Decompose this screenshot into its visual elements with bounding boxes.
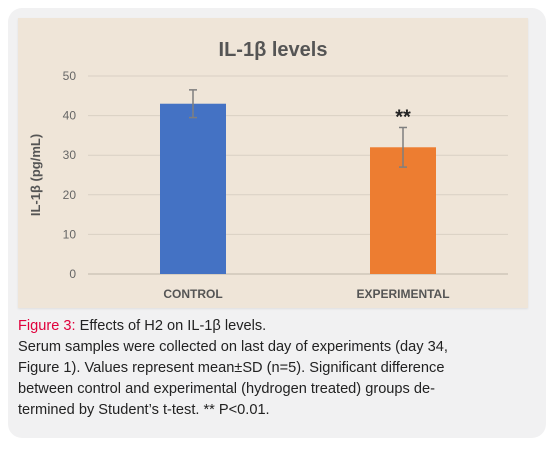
chart-panel: IL-1β levels IL-1β (pg/mL) 0 10 20 30 40 50 CONT…	[18, 18, 528, 308]
y-tick-label-30: 30	[63, 148, 77, 162]
caption-line-4: between control and experimental (hydrog…	[18, 381, 435, 397]
y-tick-label-40: 40	[63, 109, 77, 123]
y-tick-label-10: 10	[63, 227, 77, 241]
y-tick-label-0: 0	[69, 267, 76, 281]
figure-caption: Figure 3: Effects of H2 on IL-1β levels.…	[18, 316, 534, 421]
bar-control	[160, 103, 226, 274]
y-axis-label: IL-1β (pg/mL)	[28, 134, 43, 216]
x-tick-label-experimental: EXPERIMENTAL	[356, 287, 449, 301]
x-tick-label-control: CONTROL	[163, 287, 222, 301]
chart-title: IL-1β levels	[219, 39, 328, 61]
caption-line-5: termined by Student’s t-test. ** P<0.01.	[18, 402, 270, 418]
il1b-bar-chart: IL-1β levels IL-1β (pg/mL) 0 10 20 30 40 50 CONT…	[28, 39, 508, 301]
caption-line-3: Figure 1). Values represent mean±SD (n=5…	[18, 360, 445, 376]
figure-card: IL-1β levels IL-1β (pg/mL) 0 10 20 30 40 50 CONT…	[8, 8, 546, 438]
bar-experimental	[370, 147, 436, 274]
y-tick-label-20: 20	[63, 188, 77, 202]
significance-annotation: **	[395, 106, 411, 128]
y-tick-label-50: 50	[63, 69, 77, 83]
caption-line-2: Serum samples were collected on last day…	[18, 339, 448, 355]
caption-line-1-text: Effects of H2 on IL-1β levels.	[79, 318, 267, 334]
caption-line-1: Figure 3: Effects of H2 on IL-1β levels.	[18, 316, 534, 337]
figure-label: Figure 3:	[18, 318, 76, 334]
